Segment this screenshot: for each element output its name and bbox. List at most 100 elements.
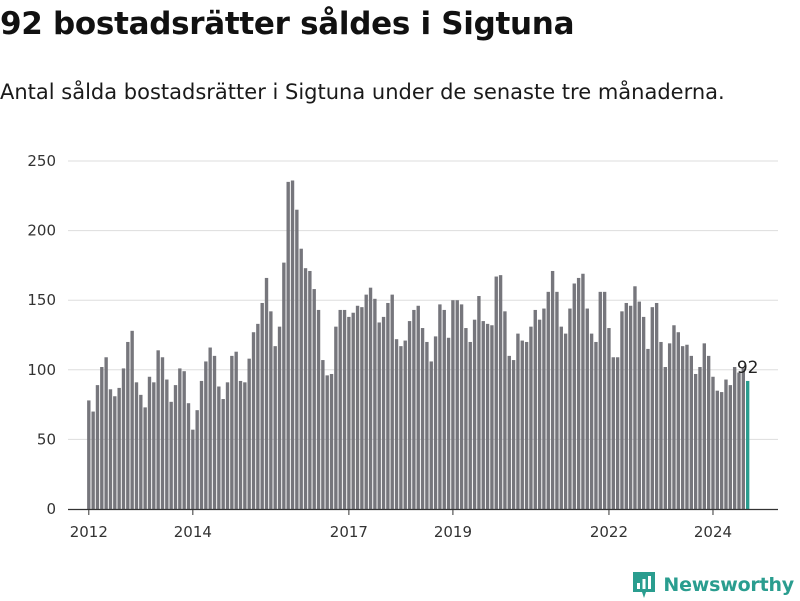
bar — [204, 361, 208, 509]
bar — [628, 305, 633, 509]
bar — [221, 399, 225, 509]
bar — [464, 328, 468, 509]
bar — [724, 379, 728, 509]
bar — [555, 291, 559, 509]
bar — [446, 337, 451, 509]
bar — [377, 322, 381, 509]
bar — [438, 304, 442, 509]
bar — [91, 411, 95, 509]
labels: 0 50 100 150 200 250 2012 2014 2017 2019 2022 2024 9… — [27, 152, 758, 541]
bar — [455, 300, 459, 509]
bar — [208, 347, 212, 509]
axes — [68, 508, 778, 515]
bar — [325, 375, 329, 509]
bar — [277, 326, 282, 509]
bar — [737, 372, 741, 509]
bar — [295, 209, 299, 509]
bar — [568, 308, 572, 509]
brand-name: Newsworthy — [663, 574, 794, 596]
bar — [559, 326, 563, 509]
bar — [637, 301, 641, 509]
bar — [711, 376, 715, 509]
bar — [719, 392, 724, 509]
bars — [87, 180, 750, 510]
bar — [685, 344, 689, 509]
x-tick-label: 2019 — [434, 523, 472, 541]
bar — [594, 341, 598, 509]
bar — [225, 382, 230, 509]
highlight-value-label: 92 — [737, 358, 759, 378]
bar — [503, 311, 507, 509]
bar — [234, 351, 238, 509]
bar — [212, 355, 217, 509]
bar — [533, 309, 537, 509]
bar — [429, 361, 433, 509]
bar — [368, 287, 373, 509]
bar — [529, 326, 533, 509]
bar — [507, 355, 511, 509]
bar — [511, 360, 516, 509]
bar — [303, 268, 308, 509]
bar — [546, 291, 550, 509]
bar — [390, 294, 394, 509]
bar — [572, 283, 576, 509]
bar — [451, 300, 455, 509]
bar — [147, 376, 152, 509]
bar — [360, 307, 364, 509]
bar — [442, 309, 446, 509]
bar — [667, 343, 672, 509]
bar — [243, 382, 247, 509]
bar — [542, 308, 546, 509]
newsworthy-icon — [633, 572, 656, 598]
bar — [602, 291, 607, 509]
bar — [355, 305, 360, 509]
bar — [100, 367, 104, 509]
bar — [152, 382, 156, 509]
bar — [741, 368, 746, 509]
bar — [334, 326, 338, 509]
bar — [472, 319, 477, 509]
bar — [269, 311, 273, 509]
bar — [282, 262, 286, 509]
bar — [130, 330, 134, 509]
y-tick-label: 150 — [27, 291, 56, 309]
bar — [256, 323, 260, 509]
bar — [273, 346, 277, 509]
bar — [516, 333, 520, 509]
bar — [728, 385, 733, 509]
bar — [386, 302, 390, 509]
bar — [581, 273, 585, 509]
bar — [165, 379, 169, 509]
y-tick-label: 200 — [27, 222, 56, 240]
bar — [173, 385, 178, 509]
bar — [589, 333, 594, 509]
bar — [403, 340, 407, 509]
bar — [693, 373, 698, 509]
bar — [416, 305, 420, 509]
bar — [576, 277, 581, 509]
bar — [299, 248, 303, 509]
bar — [230, 355, 234, 509]
chart-title: 92 bostadsrätter såldes i Sigtuna — [0, 6, 575, 42]
bar — [399, 346, 403, 509]
bar — [624, 302, 628, 509]
bar — [615, 357, 620, 509]
bar — [715, 390, 720, 509]
bar — [407, 321, 412, 509]
bar — [585, 308, 589, 509]
bar — [113, 396, 117, 509]
bar — [347, 316, 351, 509]
bar — [698, 367, 702, 509]
bar — [420, 328, 425, 509]
y-tick-label: 0 — [46, 500, 56, 518]
bar — [477, 296, 481, 509]
bar — [87, 400, 91, 509]
bar — [195, 410, 199, 509]
bar — [381, 316, 386, 509]
y-tick-label: 100 — [27, 361, 56, 379]
bar — [121, 368, 126, 509]
bar — [650, 307, 654, 509]
bar — [321, 360, 325, 509]
bar — [459, 304, 464, 509]
bar — [182, 371, 186, 509]
